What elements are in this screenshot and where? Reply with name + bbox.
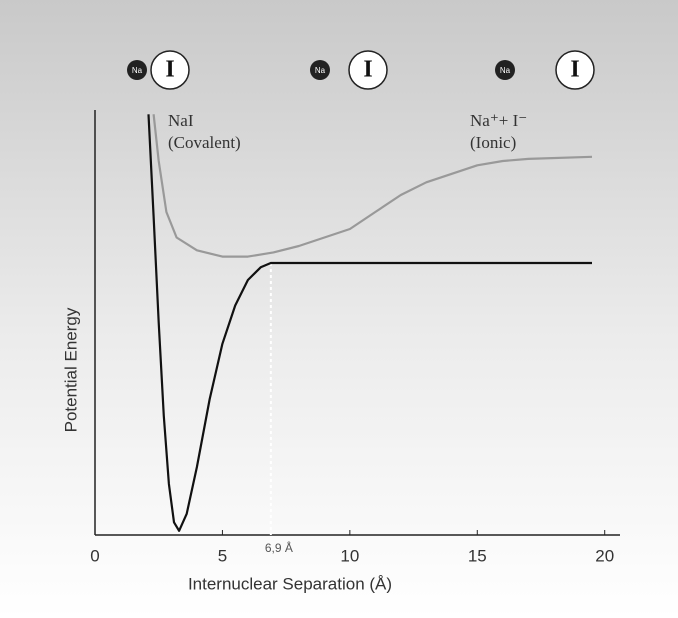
series-sublabel: (Covalent) xyxy=(168,133,241,152)
series-label: NaI xyxy=(168,111,194,130)
curve xyxy=(147,114,592,532)
atom-small-label: Na xyxy=(132,66,143,75)
atom-large-label: I xyxy=(165,57,174,83)
atom-large-label: I xyxy=(570,57,579,83)
atom-large xyxy=(555,50,595,90)
x-tick-label: 5 xyxy=(218,546,227,565)
atom-large xyxy=(150,50,190,90)
atom-small xyxy=(495,60,515,80)
atom-small-label: Na xyxy=(500,66,511,75)
atom-small xyxy=(127,60,147,80)
x-axis-label: Internuclear Separation (Å) xyxy=(188,574,392,593)
curve xyxy=(152,114,593,258)
atom-large-label: I xyxy=(363,57,372,83)
x-tick-label: 15 xyxy=(468,546,487,565)
x-tick-label: 10 xyxy=(340,546,359,565)
atom-large xyxy=(348,50,388,90)
x-tick-label: 20 xyxy=(595,546,614,565)
atom-small xyxy=(310,60,330,80)
annotation-label: 6,9 Å xyxy=(265,540,293,555)
series-sublabel: (Ionic) xyxy=(470,133,516,152)
x-tick-label: 0 xyxy=(90,546,99,565)
y-axis-label: Potential Energy xyxy=(61,307,80,432)
series-label: Na⁺+ I⁻ xyxy=(470,111,527,130)
atom-small-label: Na xyxy=(315,66,326,75)
